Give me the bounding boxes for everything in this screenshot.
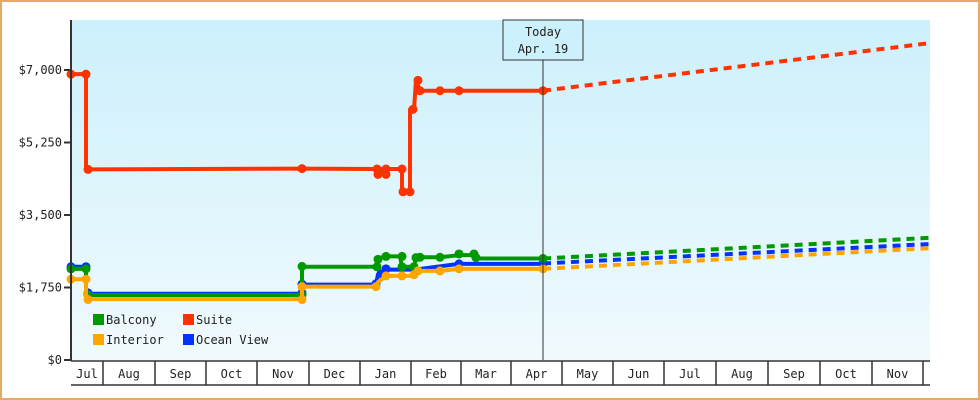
data-point-marker[interactable] (454, 86, 464, 96)
plot-area (71, 20, 930, 360)
today-date: Apr. 19 (518, 42, 569, 56)
y-tick-label: $7,000 (19, 63, 62, 77)
x-month-label: Feb (425, 367, 447, 381)
data-point-marker[interactable] (413, 266, 423, 276)
data-point-marker[interactable] (397, 164, 407, 174)
x-month-label: Nov (887, 367, 909, 381)
data-point-marker[interactable] (454, 264, 464, 274)
today-label-box (502, 19, 584, 61)
legend: Balcony Suite Interior Ocean View (93, 313, 269, 347)
x-month-label: Sep (783, 367, 805, 381)
forecast-line (542, 246, 931, 271)
legend-swatch-suite (183, 314, 194, 325)
x-month-label: Jun (628, 367, 650, 381)
legend-label[interactable]: Ocean View (196, 333, 269, 347)
series-suite (66, 41, 931, 197)
data-point-marker[interactable] (381, 169, 391, 179)
data-point-marker[interactable] (381, 271, 391, 281)
data-point-marker[interactable] (381, 251, 391, 261)
x-month-label: Apr (526, 367, 548, 381)
x-month-label: Aug (118, 367, 140, 381)
series-interior (66, 246, 931, 305)
x-month-label: Oct (835, 367, 857, 381)
legend-swatch-ocean-view (183, 334, 194, 345)
data-point-marker[interactable] (373, 169, 383, 179)
data-point-marker[interactable] (81, 264, 91, 274)
y-tick-label: $0 (48, 353, 62, 367)
data-point-marker[interactable] (83, 295, 93, 305)
x-month-label: Jul (679, 367, 701, 381)
data-point-marker[interactable] (408, 104, 418, 114)
forecast-line (542, 235, 931, 261)
data-point-marker[interactable] (297, 164, 307, 174)
data-point-marker[interactable] (435, 252, 445, 262)
x-month-label: Mar (475, 367, 497, 381)
data-point-marker[interactable] (81, 274, 91, 284)
data-point-marker[interactable] (297, 261, 307, 271)
data-point-marker[interactable] (454, 249, 464, 259)
x-month-label: May (577, 367, 599, 381)
data-point-marker[interactable] (398, 187, 408, 197)
data-point-marker[interactable] (415, 252, 425, 262)
today-label: Today (525, 25, 561, 39)
x-month-label: Jan (375, 367, 397, 381)
data-point-marker[interactable] (471, 253, 481, 263)
data-point-marker[interactable] (397, 262, 407, 272)
forecast-line (542, 242, 931, 266)
data-point-marker[interactable] (415, 86, 425, 96)
data-point-marker[interactable] (413, 75, 423, 85)
data-point-marker[interactable] (405, 187, 415, 197)
data-point-marker[interactable] (435, 86, 445, 96)
data-point-marker[interactable] (81, 69, 91, 79)
data-point-marker[interactable] (371, 282, 381, 292)
legend-swatch-interior (93, 334, 104, 345)
data-point-marker[interactable] (297, 282, 307, 292)
data-point-marker[interactable] (397, 251, 407, 261)
data-point-marker[interactable] (381, 264, 391, 274)
forecast-line (542, 41, 931, 93)
legend-label[interactable]: Interior (106, 333, 164, 347)
today-marker: Today Apr. 19 (502, 19, 584, 360)
y-axis: $0 $1,750 $3,500 $5,250 $7,000 (19, 63, 71, 367)
data-point-marker[interactable] (397, 271, 407, 281)
legend-label[interactable]: Suite (196, 313, 232, 327)
data-point-marker[interactable] (373, 254, 383, 264)
x-month-label: Aug (731, 367, 753, 381)
y-tick-label: $5,250 (19, 136, 62, 150)
series-layer (66, 41, 931, 305)
x-month-label: Jul (76, 367, 98, 381)
x-month-label: Dec (324, 367, 346, 381)
x-month-label: Nov (272, 367, 294, 381)
data-point-marker[interactable] (435, 266, 445, 276)
y-tick-label: $3,500 (19, 208, 62, 222)
data-point-marker[interactable] (83, 164, 93, 174)
data-point-marker[interactable] (372, 262, 382, 272)
y-tick-label: $1,750 (19, 281, 62, 295)
x-axis: Jul Aug Sep Oct Nov Dec Jan Feb Mar Apr May Jun Jul A… (71, 360, 930, 386)
legend-swatch-balcony (93, 314, 104, 325)
x-month-label: Sep (170, 367, 192, 381)
legend-label[interactable]: Balcony (106, 313, 157, 327)
data-point-marker[interactable] (297, 295, 307, 305)
x-month-label: Oct (221, 367, 243, 381)
